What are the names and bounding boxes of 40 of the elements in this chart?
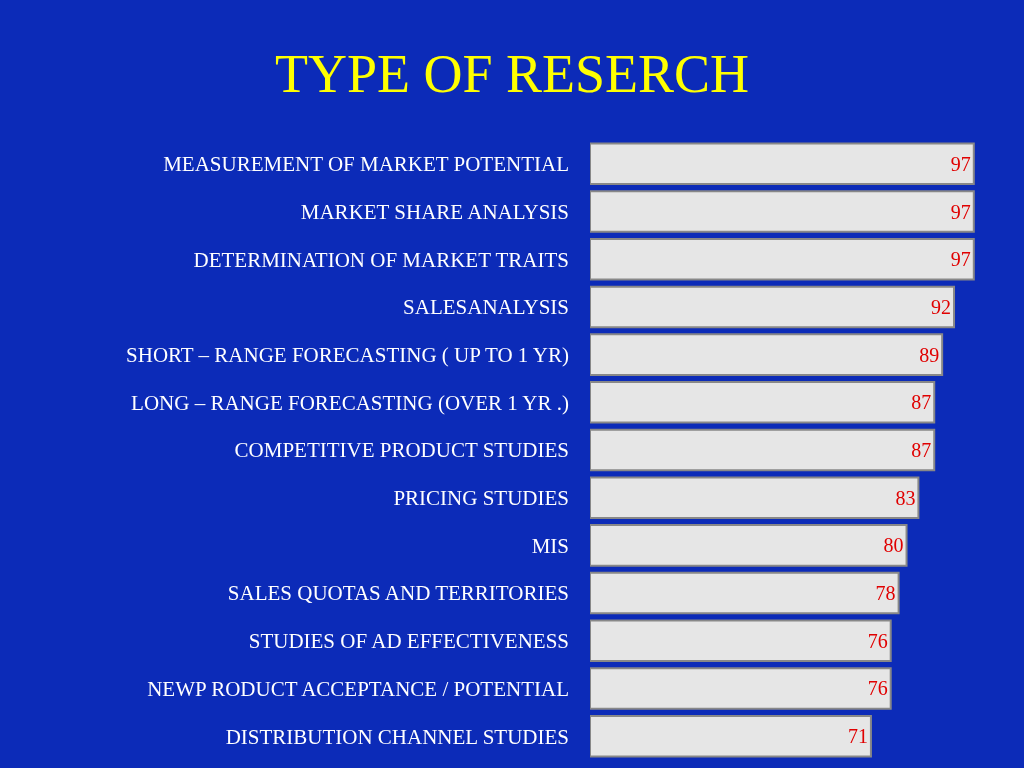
data-label: 89	[919, 343, 940, 366]
data-label: 97	[950, 200, 971, 223]
y-tick-label: MEASUREMENT OF MARKET POTENTIAL	[163, 152, 569, 177]
bar	[590, 285, 956, 329]
y-tick-label: MARKET SHARE ANALYSIS	[300, 199, 569, 224]
data-label: 97	[950, 248, 971, 271]
bar	[590, 333, 944, 376]
data-label: 83	[895, 486, 916, 509]
y-tick-label: STUDIES OF AD EFFECTIVENESS	[248, 629, 569, 654]
bar	[590, 476, 920, 519]
data-label: 71	[847, 725, 868, 748]
bar	[590, 571, 900, 615]
data-label: 76	[867, 629, 888, 652]
y-tick-label: SALESANALYSIS	[403, 295, 569, 320]
y-tick-label: SALES QUOTAS AND TERRITORIES	[227, 581, 569, 606]
data-label: 92	[931, 295, 952, 318]
y-tick-label: LONG – RANGE FORECASTING (OVER 1 YR .)	[131, 390, 569, 415]
data-label: 87	[911, 439, 932, 461]
bar	[590, 714, 872, 758]
data-label: 76	[867, 677, 888, 700]
data-label: 87	[911, 391, 932, 414]
bar	[590, 667, 892, 710]
bar	[590, 142, 975, 186]
bar	[590, 428, 936, 472]
y-tick-label: NEWP RODUCT ACCEPTANCE / POTENTIAL	[147, 676, 569, 701]
data-label: 97	[950, 152, 971, 175]
data-label: 78	[875, 582, 896, 605]
bar	[590, 381, 936, 424]
y-tick-label: DISTRIBUTION CHANNEL STUDIES	[225, 724, 569, 749]
bar	[590, 524, 908, 567]
bar	[590, 190, 975, 233]
y-tick-label: DETERMINATION OF MARKET TRAITS	[193, 247, 569, 272]
y-tick-label: SHORT – RANGE FORECASTING ( UP TO 1 YR)	[126, 342, 569, 367]
y-tick-label: MIS	[531, 533, 569, 558]
data-label: 80	[883, 534, 904, 557]
chart-title: TYPE OF RESERCH	[274, 43, 750, 104]
y-tick-label: PRICING STUDIES	[393, 486, 569, 511]
bar	[590, 237, 975, 281]
y-tick-label: COMPETITIVE PRODUCT STUDIES	[234, 438, 569, 463]
bar	[590, 619, 892, 663]
